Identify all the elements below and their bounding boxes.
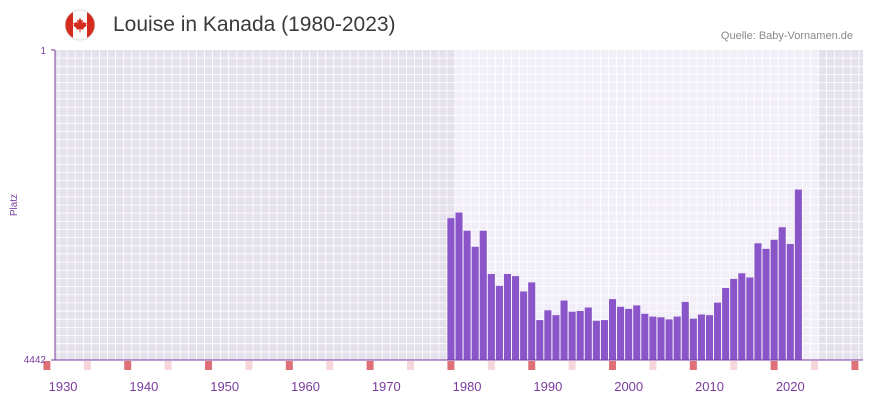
bar-2001 bbox=[633, 305, 641, 360]
bar-2004 bbox=[657, 317, 665, 360]
bar-1989 bbox=[536, 320, 544, 360]
chart-title: Louise in Kanada (1980-2023) bbox=[113, 13, 396, 36]
bar-2020 bbox=[786, 243, 794, 360]
bar-2005 bbox=[665, 319, 673, 360]
bar-1993 bbox=[568, 311, 576, 360]
bar-2002 bbox=[641, 313, 649, 360]
bar-2007 bbox=[681, 301, 689, 360]
bar-2021 bbox=[794, 189, 802, 360]
bar-2011 bbox=[714, 302, 722, 360]
bar-2013 bbox=[730, 278, 738, 360]
bar-1988 bbox=[528, 282, 536, 360]
rug-mark-1973 bbox=[407, 361, 415, 370]
bar-2008 bbox=[689, 318, 697, 360]
bar-2019 bbox=[778, 227, 786, 360]
bar-1992 bbox=[560, 300, 568, 360]
y-axis-label: Platz bbox=[9, 194, 20, 216]
x-tick-label-2010: 2010 bbox=[695, 379, 724, 394]
y-tick-label-top: 1 bbox=[40, 46, 46, 57]
x-tick-label-1940: 1940 bbox=[129, 379, 158, 394]
bar-1994 bbox=[576, 310, 584, 360]
x-tick-label-2020: 2020 bbox=[776, 379, 805, 394]
bar-2012 bbox=[722, 287, 730, 360]
bar-2018 bbox=[770, 239, 778, 360]
bar-1996 bbox=[592, 320, 600, 360]
bar-2014 bbox=[738, 273, 746, 360]
decade-rug bbox=[43, 361, 859, 370]
bar-1986 bbox=[512, 276, 520, 360]
axes bbox=[51, 49, 863, 361]
bar-2003 bbox=[649, 316, 657, 360]
rug-mark-1938 bbox=[124, 361, 132, 370]
rug-mark-1958 bbox=[285, 361, 293, 370]
y-tick-label-bottom: 4442 bbox=[24, 355, 47, 366]
bar-2009 bbox=[697, 314, 705, 360]
x-tick-label-1930: 1930 bbox=[49, 379, 78, 394]
x-tick-label-1980: 1980 bbox=[453, 379, 482, 394]
bar-2016 bbox=[754, 243, 762, 360]
x-tick-label-1970: 1970 bbox=[372, 379, 401, 394]
x-tick-label-1950: 1950 bbox=[210, 379, 239, 394]
bar-1990 bbox=[544, 310, 552, 360]
bar-1981 bbox=[471, 246, 479, 360]
bar-1997 bbox=[600, 320, 608, 360]
axis-labels: 1 4442 Platz bbox=[9, 46, 46, 366]
bar-1985 bbox=[503, 274, 512, 360]
bar-2015 bbox=[746, 277, 754, 360]
rug-mark-2008 bbox=[689, 361, 697, 370]
rug-mark-2028 bbox=[851, 361, 859, 370]
rug-mark-1963 bbox=[326, 361, 334, 370]
bar-2010 bbox=[705, 315, 714, 360]
bar-1980 bbox=[463, 230, 471, 360]
rug-mark-1953 bbox=[245, 361, 253, 370]
rug-mark-2023 bbox=[811, 361, 819, 370]
canada-flag-icon bbox=[64, 9, 96, 41]
rug-mark-1968 bbox=[366, 361, 374, 370]
bar-2017 bbox=[762, 248, 770, 360]
rug-mark-1978 bbox=[447, 361, 455, 370]
rug-mark-2018 bbox=[770, 361, 778, 370]
rug-mark-1948 bbox=[205, 361, 213, 370]
bar-1982 bbox=[479, 230, 487, 360]
rug-mark-1933 bbox=[83, 361, 91, 370]
rug-mark-1928 bbox=[43, 361, 51, 370]
bar-1999 bbox=[617, 306, 625, 360]
source-credit: Quelle: Baby-Vornamen.de bbox=[720, 30, 853, 42]
bar-2000 bbox=[625, 308, 633, 360]
x-tick-label-1990: 1990 bbox=[533, 379, 562, 394]
bar-1983 bbox=[487, 274, 495, 360]
bar-series bbox=[447, 189, 802, 360]
bar-1984 bbox=[495, 285, 503, 360]
bar-1995 bbox=[584, 307, 592, 360]
rug-mark-1998 bbox=[609, 361, 617, 370]
bar-1991 bbox=[552, 315, 560, 360]
bar-1998 bbox=[608, 299, 617, 360]
canada-flag-graphic bbox=[64, 9, 96, 41]
bar-1987 bbox=[520, 291, 528, 360]
x-tick-label-1960: 1960 bbox=[291, 379, 320, 394]
bar-1979 bbox=[455, 212, 463, 360]
rug-mark-1983 bbox=[487, 361, 495, 370]
rug-mark-2003 bbox=[649, 361, 657, 370]
x-tick-labels: 1930 1940 1950 1960 1970 1980 1990 2000 2010 2020 bbox=[49, 379, 805, 394]
x-tick-label-2000: 2000 bbox=[614, 379, 643, 394]
rug-mark-2013 bbox=[730, 361, 738, 370]
bar-2006 bbox=[673, 316, 681, 360]
bar-1978 bbox=[447, 218, 455, 360]
rug-mark-1993 bbox=[568, 361, 576, 370]
rug-mark-1988 bbox=[528, 361, 536, 370]
rug-mark-1943 bbox=[164, 361, 172, 370]
